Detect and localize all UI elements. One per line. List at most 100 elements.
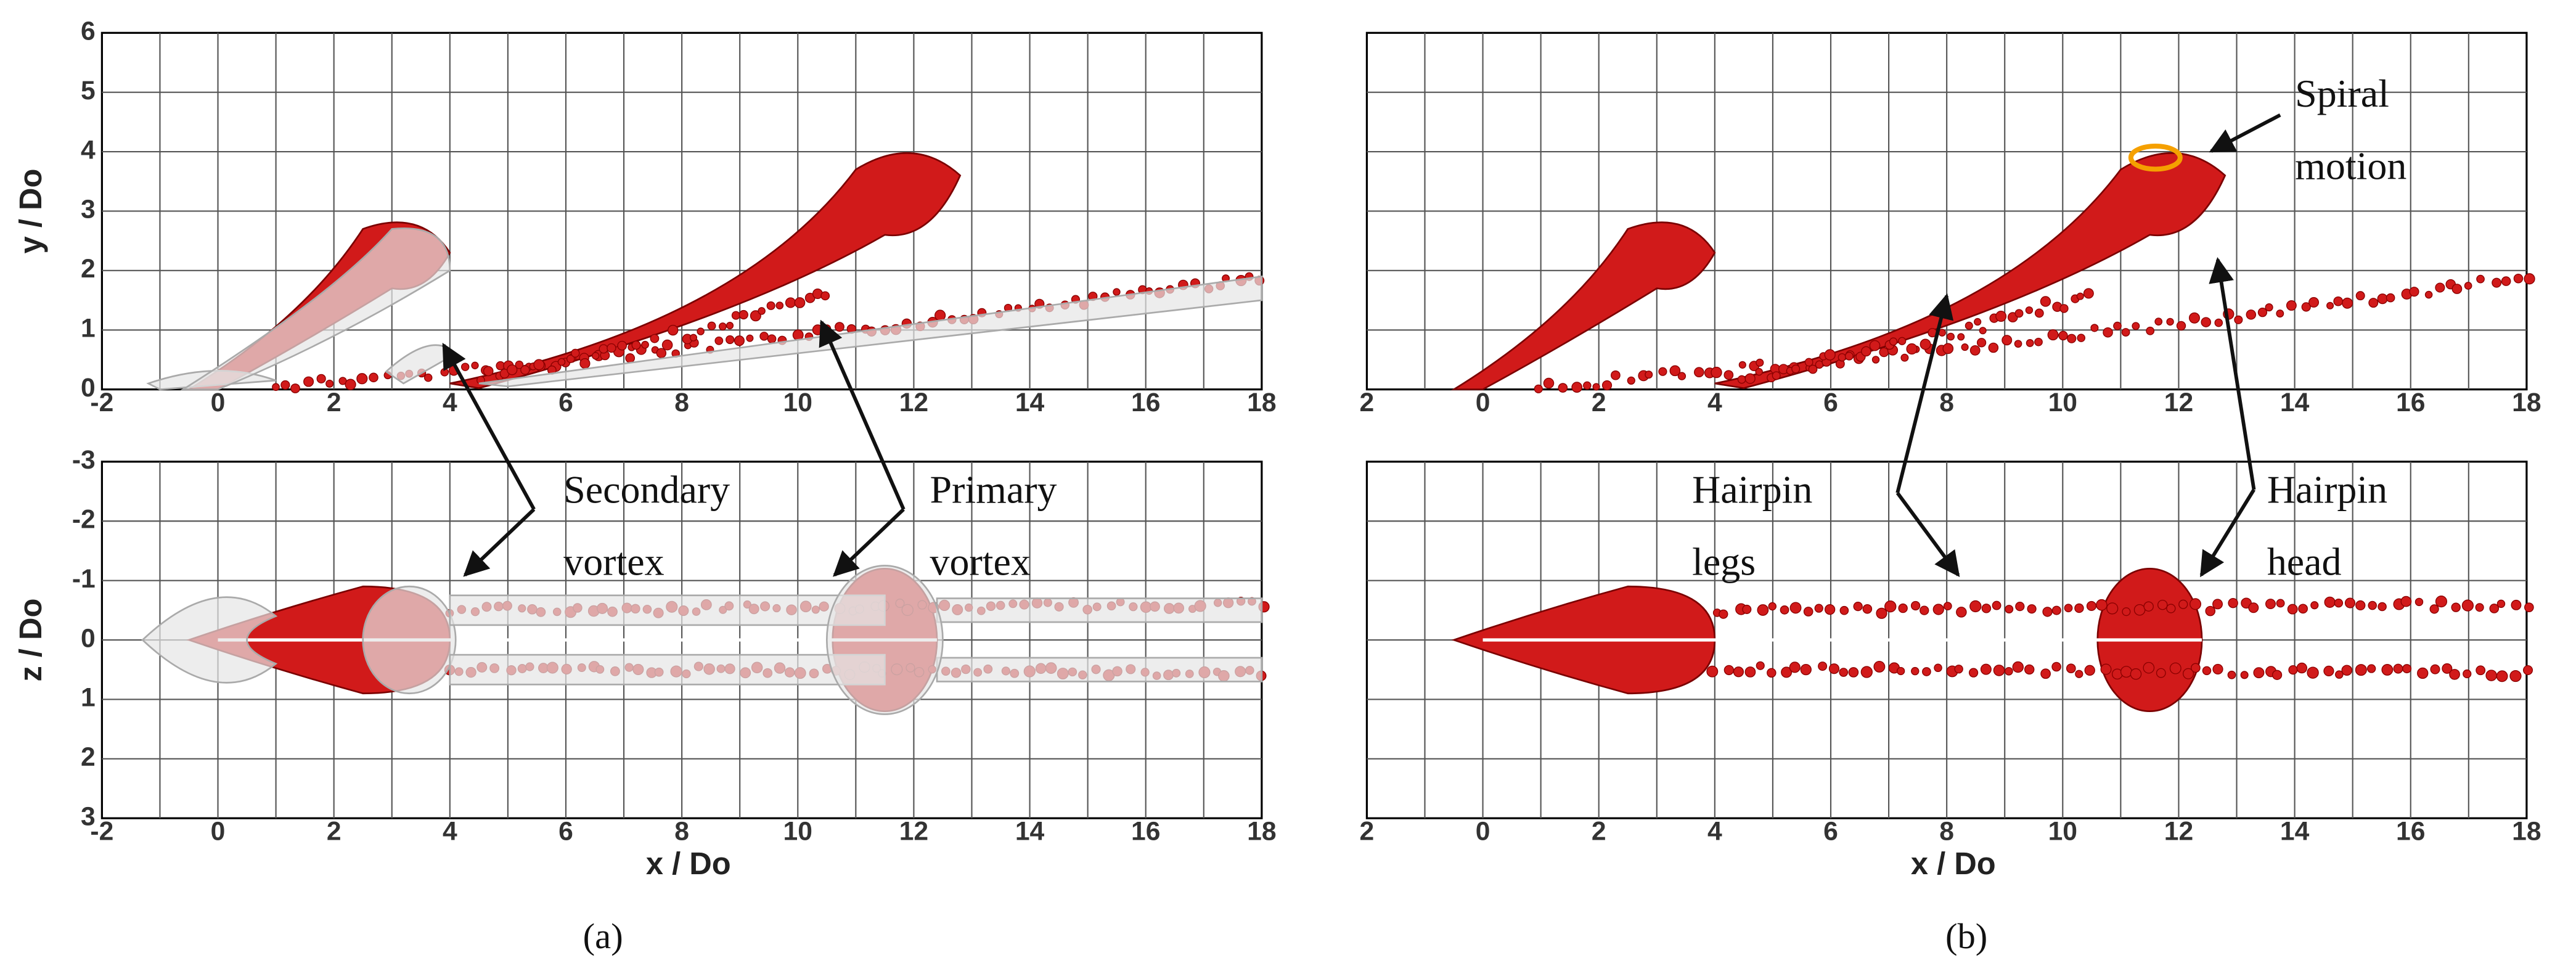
vortex-particle (1601, 380, 1613, 391)
vortex-particle (2067, 334, 2077, 343)
vortex-particle (2086, 600, 2097, 612)
vortex-particle (738, 309, 748, 320)
vortex-particle (2176, 321, 2186, 331)
y-axis-label: z / Do (13, 599, 48, 682)
panel: 2 0 2 4 6 8 10 12 14 16 182 0 2 4 6 8 10 12 14 16 18x / Do(b… (1360, 31, 2541, 956)
vortex-particle (2341, 665, 2353, 676)
vortex-particle (2511, 599, 2522, 610)
vortex-particle (1706, 665, 1719, 678)
vortex-particle (2212, 663, 2223, 675)
x-tick-label: 0 (211, 388, 226, 417)
vortex-particle (2449, 669, 2460, 680)
vortex-particle (2212, 599, 2223, 610)
vortex-particle (2205, 605, 2216, 617)
vortex-particle (734, 335, 745, 346)
x-tick-label: 8 (674, 816, 689, 846)
vortex-particle (1920, 338, 1931, 350)
spiral-marker (2128, 144, 2183, 172)
vortex-particle (579, 358, 591, 369)
vortex-particle (1879, 347, 1889, 358)
x-tick-label: 12 (2164, 388, 2193, 417)
vortex-particle (1744, 373, 1756, 384)
vortex-particle (2355, 664, 2367, 676)
vortex-particle (2429, 604, 2439, 614)
vortex-particle (812, 324, 824, 335)
vortex-particle (2058, 330, 2068, 341)
x-tick-label: 6 (1823, 816, 1838, 846)
vortex-particle (325, 379, 334, 388)
vortex-particle (2157, 599, 2168, 610)
vortex-particle (1543, 377, 1555, 389)
x-tick-label: 6 (558, 388, 573, 417)
vortex-particle (2489, 604, 2500, 613)
vortex-particle (440, 368, 449, 377)
vortex-particle (1677, 372, 1687, 380)
vortex-particle (1808, 364, 1818, 374)
vortex-particle (571, 348, 580, 358)
vortex-particle (2005, 605, 2014, 614)
vortex-particle (1956, 607, 1967, 618)
vortex-particle (1839, 605, 1849, 615)
vortex-particle (1824, 604, 1836, 615)
vortex-particle (2435, 596, 2448, 608)
vortex-particle (1988, 342, 1999, 353)
y-tick-label: 3 (81, 195, 96, 224)
vortex-particle (1968, 668, 1979, 678)
vortex-particle (1757, 604, 1769, 616)
vortex-particle (2451, 602, 2461, 612)
vortex-particle (2355, 291, 2365, 301)
y-tick-label: -1 (72, 564, 96, 594)
vortex-particle (1848, 667, 1859, 678)
x-tick-label: 14 (1015, 388, 1045, 417)
vortex-body (449, 152, 962, 390)
vortex-particle (2240, 671, 2249, 679)
vortex-particle (1534, 384, 1543, 393)
x-axis-label: x / Do (1911, 846, 1996, 881)
vortex-particle (507, 364, 518, 375)
vortex-particle (2133, 604, 2146, 616)
vortex-particle (625, 353, 636, 363)
x-tick-label: 2 (1592, 816, 1606, 846)
vortex-particle (2169, 662, 2181, 674)
vortex-particle (1789, 662, 1801, 673)
annotation-arrow (2199, 488, 2256, 578)
vortex-particle (1627, 376, 1635, 385)
x-tick-label: -2 (90, 816, 113, 846)
x-tick-label: -2 (90, 388, 113, 417)
vortex-particle (2496, 599, 2506, 608)
vortex-particle (2271, 670, 2283, 680)
vortex-particle (1920, 605, 1929, 615)
vortex-particle (2064, 604, 2073, 613)
vortex-particle (1860, 666, 1873, 678)
vortex-particle (1583, 381, 1592, 390)
annotation: motion (2295, 144, 2406, 187)
vortex-particle (1791, 364, 1801, 374)
vortex-particle (650, 334, 660, 343)
vortex-particle (423, 373, 433, 382)
x-tick-label: 4 (1707, 388, 1722, 417)
vortex-particle (290, 383, 300, 393)
vortex-particle (689, 334, 698, 342)
y-tick-label: 3 (81, 801, 96, 831)
y-tick-label: 0 (81, 373, 96, 403)
x-tick-label: 14 (2280, 816, 2310, 846)
vortex-particle (1900, 353, 1909, 362)
vortex-particle (2324, 596, 2336, 608)
vortex-particle (2034, 308, 2044, 318)
annotation-arrow (463, 508, 536, 577)
vortex-particle (794, 297, 806, 308)
vortex-particle (272, 383, 280, 391)
x-tick-label: 12 (899, 388, 928, 417)
x-tick-label: 18 (2512, 816, 2541, 846)
annotation-arrow (1895, 491, 1960, 578)
vortex-particle (2166, 318, 2174, 326)
vortex-particle (617, 340, 628, 351)
annotation-arrow (832, 508, 905, 577)
vortex-particle (2076, 292, 2084, 300)
vortex-particle (2040, 296, 2051, 307)
vortex-particle (2202, 666, 2212, 676)
vortex-particle (1814, 604, 1823, 613)
vortex-body (1714, 152, 2226, 390)
vortex-particle (2287, 604, 2298, 615)
vortex-particle (1981, 604, 1992, 613)
